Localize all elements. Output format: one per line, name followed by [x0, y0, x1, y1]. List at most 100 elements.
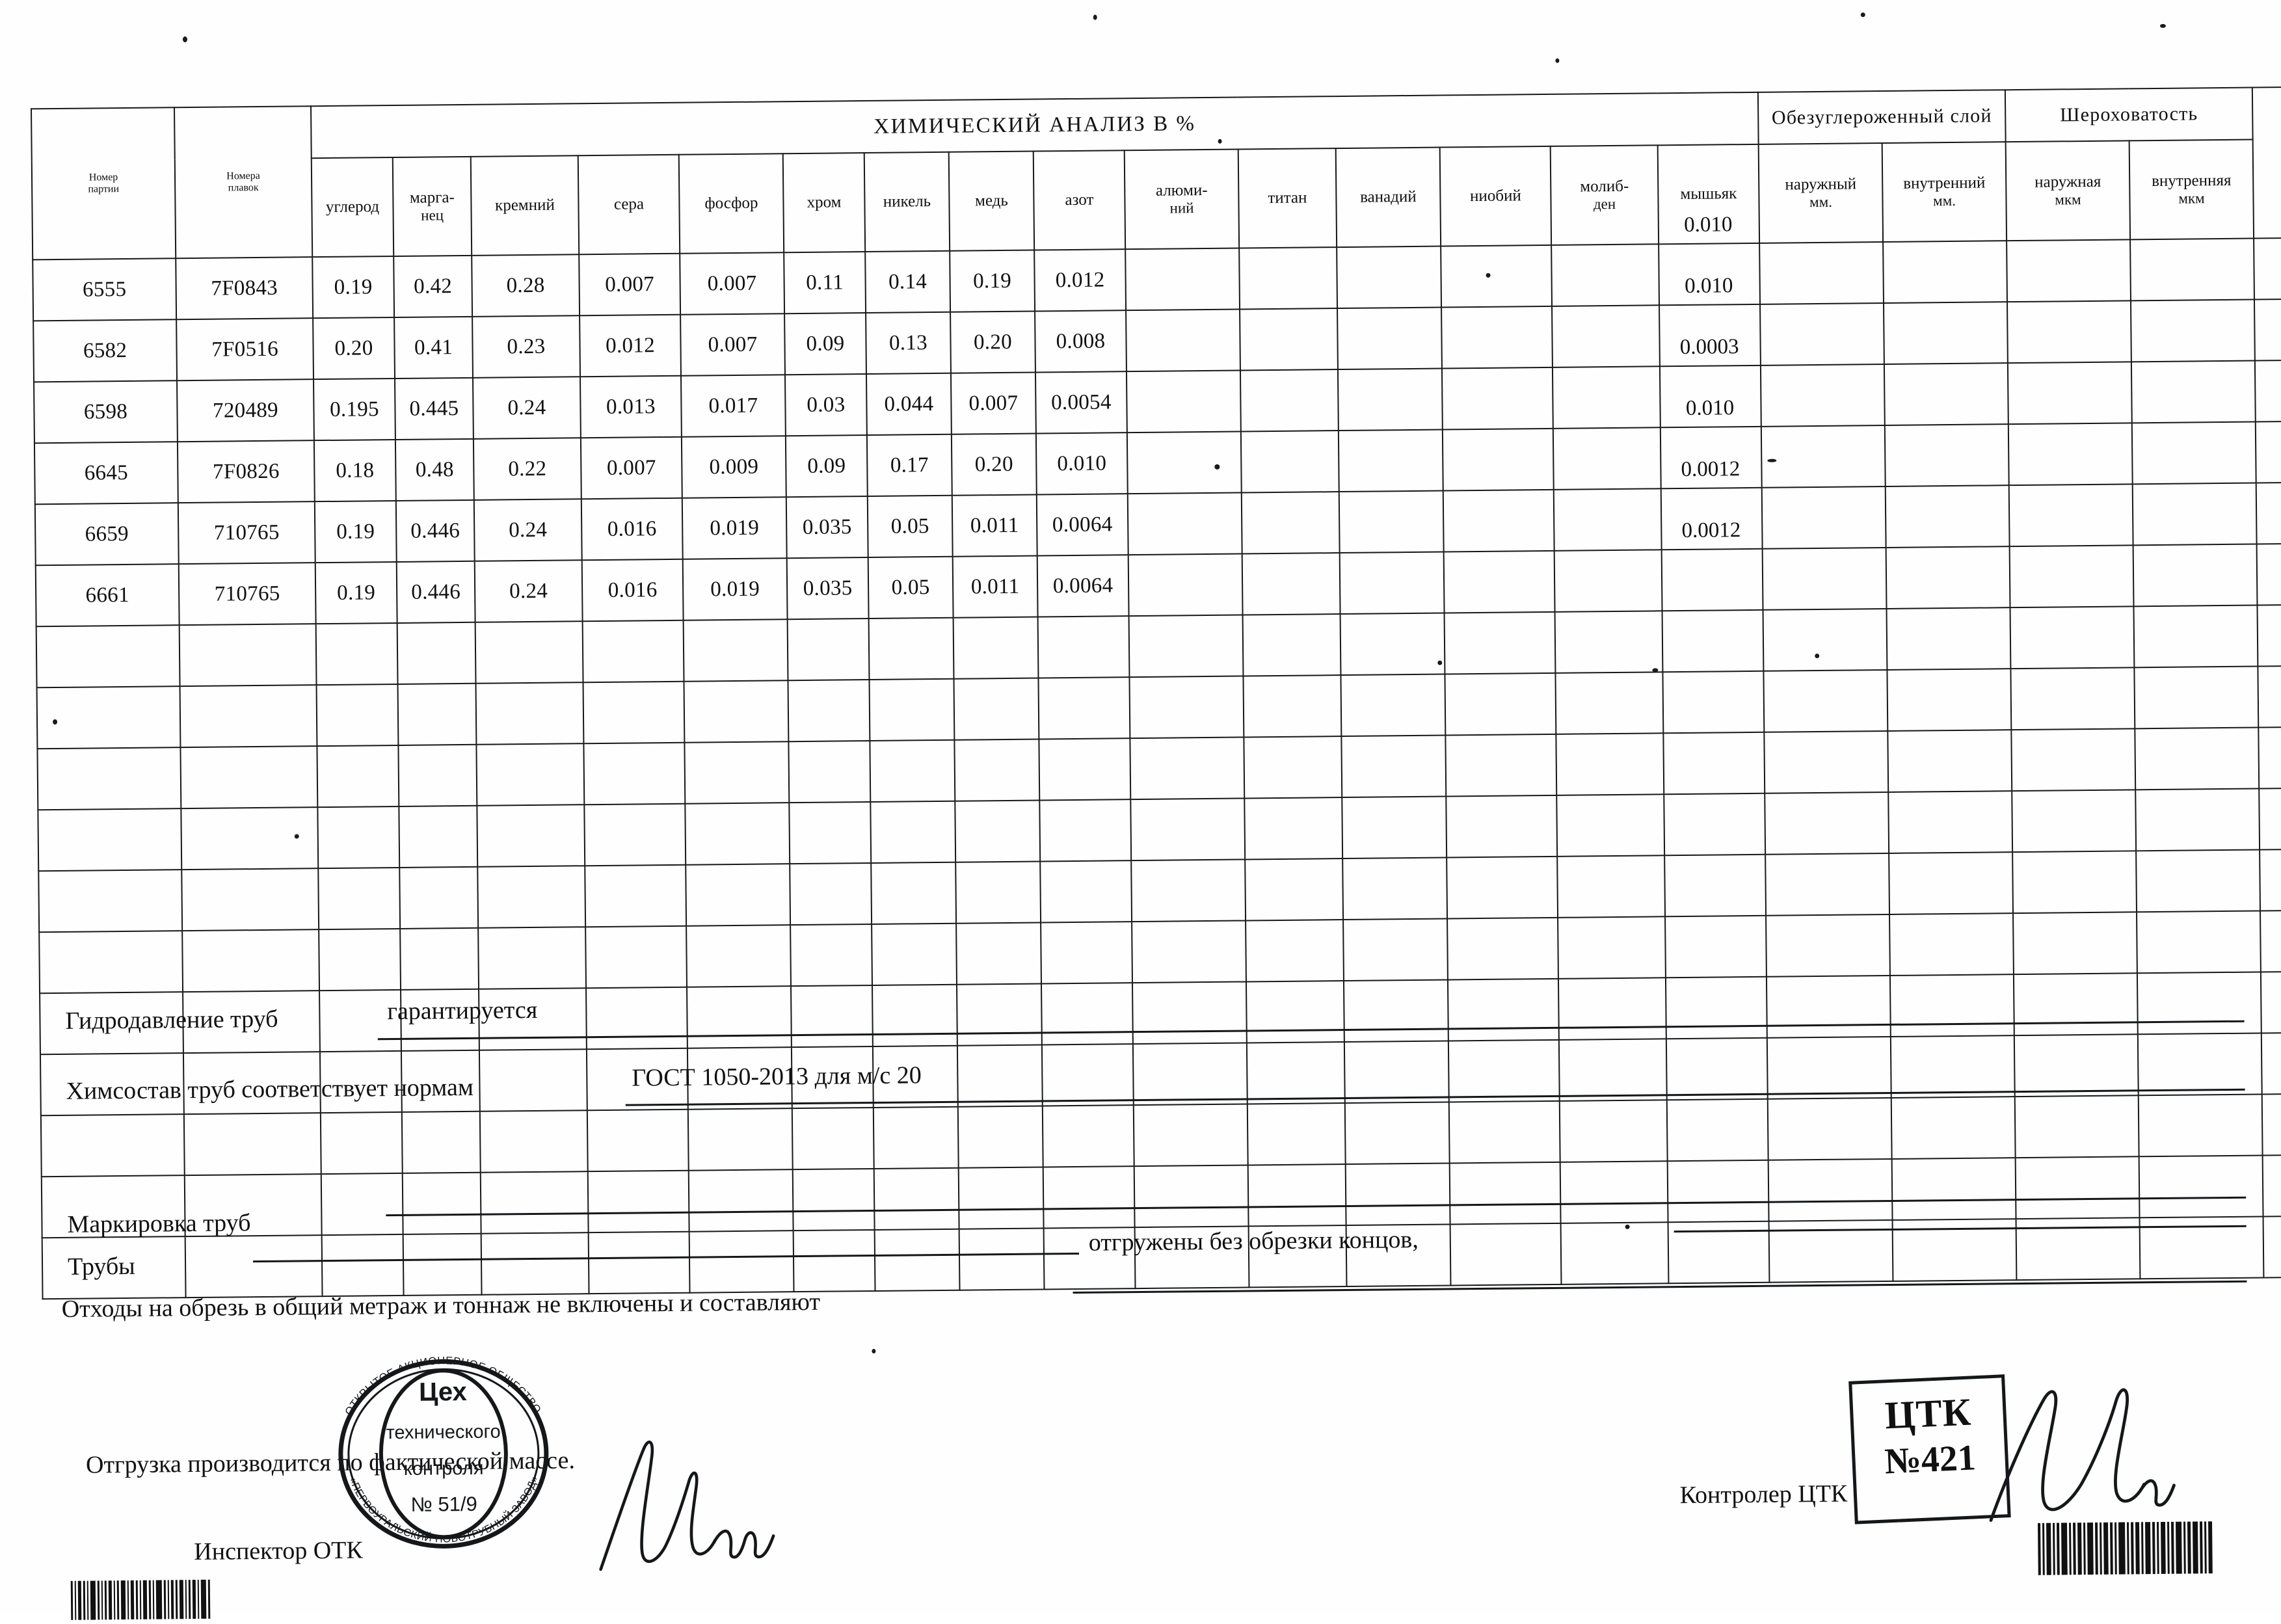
col-header-sulfur: сера	[578, 154, 680, 255]
cell-as	[1664, 854, 1767, 917]
cell-cu: 0.007	[950, 372, 1036, 434]
cell-mo	[1558, 978, 1666, 1040]
cell-mn	[403, 1233, 482, 1296]
cell-ni: 0.05	[867, 495, 953, 558]
arsenic-value: 0.0003	[1679, 335, 1739, 360]
cell-batch	[39, 931, 183, 994]
cell-al	[1130, 798, 1246, 861]
cell-ni	[870, 801, 956, 863]
cell-si	[475, 682, 584, 745]
cell-dc_in	[1891, 1097, 2016, 1159]
cell-cr	[793, 1229, 875, 1292]
pipes-note: отгружены без обрезки концов,	[1088, 1225, 1419, 1257]
cell-mo	[1559, 1100, 1668, 1162]
qc-round-stamp: ОТКРЫТОЕ АКЦИОНЕРНОЕ ОБЩЕСТВО «ПЕРВОУРАЛ…	[312, 1354, 574, 1552]
cell-dc_in	[1889, 913, 2014, 976]
cell-mo	[1554, 550, 1662, 612]
cell-v	[1338, 429, 1443, 492]
cell-al	[1127, 431, 1242, 494]
col-label: ванадий	[1360, 187, 1417, 206]
cell-mo	[1560, 1222, 1669, 1285]
cell-v	[1339, 552, 1445, 615]
group-header-roughness: Шероховатость	[2005, 87, 2253, 142]
cell-n: 0.0054	[1035, 371, 1127, 434]
cell-c	[320, 1112, 403, 1175]
cell-ni	[873, 1106, 959, 1169]
cell-cr: 0.11	[784, 252, 866, 314]
cell-rg_in	[2134, 666, 2259, 729]
cell-v	[1337, 368, 1443, 431]
round-stamp-line3: контроля	[404, 1458, 484, 1480]
cell-nb	[1443, 489, 1554, 552]
cell-mo	[1558, 1039, 1667, 1101]
cell-nb	[1449, 1162, 1561, 1225]
cell-cu	[954, 739, 1040, 801]
cell-ni: 0.14	[865, 250, 951, 313]
cell-p	[686, 864, 791, 926]
cell-s	[582, 620, 684, 683]
col-label: Номер	[88, 172, 118, 183]
cell-mo	[1553, 488, 1662, 551]
cell-nb	[1445, 734, 1557, 797]
cell-ti	[1239, 247, 1338, 310]
cell-batch	[37, 747, 181, 810]
cell-cu: 0.20	[950, 311, 1035, 373]
cell-cu: 0.011	[952, 555, 1038, 618]
cell-al	[1132, 981, 1247, 1045]
cell-ti	[1242, 614, 1341, 676]
cell-p: 0.019	[682, 497, 787, 559]
cell-n	[1040, 860, 1132, 923]
cell-nb	[1450, 1223, 1562, 1286]
cell-rg_out	[2007, 300, 2131, 364]
cell-s: 0.012	[580, 314, 681, 377]
cell-nb	[1447, 917, 1558, 980]
controller-signature	[1971, 1372, 2181, 1540]
cell-s	[587, 1109, 689, 1172]
cell-al	[1127, 492, 1242, 555]
cell-cu	[953, 617, 1039, 679]
cell-al	[1125, 248, 1240, 311]
col-label: кремний	[494, 196, 555, 215]
cell-ti	[1246, 920, 1344, 982]
cell-nb	[1447, 978, 1559, 1041]
cell-cu	[957, 1045, 1043, 1107]
cell-last	[2259, 788, 2281, 850]
cell-c: 0.20	[313, 317, 395, 380]
cell-dc_in	[1890, 1035, 2015, 1098]
cell-p	[685, 803, 790, 865]
cell-ni	[874, 1229, 960, 1291]
cell-al	[1130, 737, 1245, 800]
cell-cr	[787, 619, 870, 681]
cell-rg_in	[2131, 421, 2256, 485]
cell-heat	[182, 929, 320, 992]
col-header-heat: Номера плавок	[174, 106, 313, 259]
cell-dc_in	[1891, 1158, 2016, 1220]
cell-n	[1041, 922, 1132, 984]
cell-p	[683, 619, 788, 682]
col-header-manganese: марга-нец	[392, 156, 472, 256]
col-sublabel: ний	[1169, 200, 1194, 217]
cell-mo	[1558, 916, 1666, 979]
cell-cr: 0.03	[784, 374, 867, 436]
cell-rg_out	[2012, 790, 2137, 853]
cell-rg_in	[2133, 605, 2258, 668]
cell-s: 0.016	[581, 498, 683, 561]
hydro-pressure-value: гарантируется	[387, 996, 538, 1026]
cell-c	[319, 928, 401, 991]
cell-rg_in	[2135, 727, 2260, 790]
cell-dc_out	[1766, 975, 1891, 1038]
cell-al	[1128, 615, 1244, 678]
cell-last	[2255, 421, 2281, 483]
cell-dc_in	[1886, 607, 2011, 670]
cell-mo	[1555, 672, 1664, 734]
cell-cu	[956, 983, 1042, 1046]
col-header-niobium: ниобий	[1439, 146, 1552, 246]
cell-al	[1126, 309, 1240, 372]
cell-v	[1337, 307, 1442, 370]
cell-cr: 0.09	[785, 435, 868, 498]
cell-si: 0.24	[474, 499, 582, 561]
cell-dc_in	[1889, 974, 2014, 1037]
col-header-decarb-outer: наружный мм.	[1758, 143, 1884, 243]
cell-c: 0.19	[312, 256, 395, 319]
